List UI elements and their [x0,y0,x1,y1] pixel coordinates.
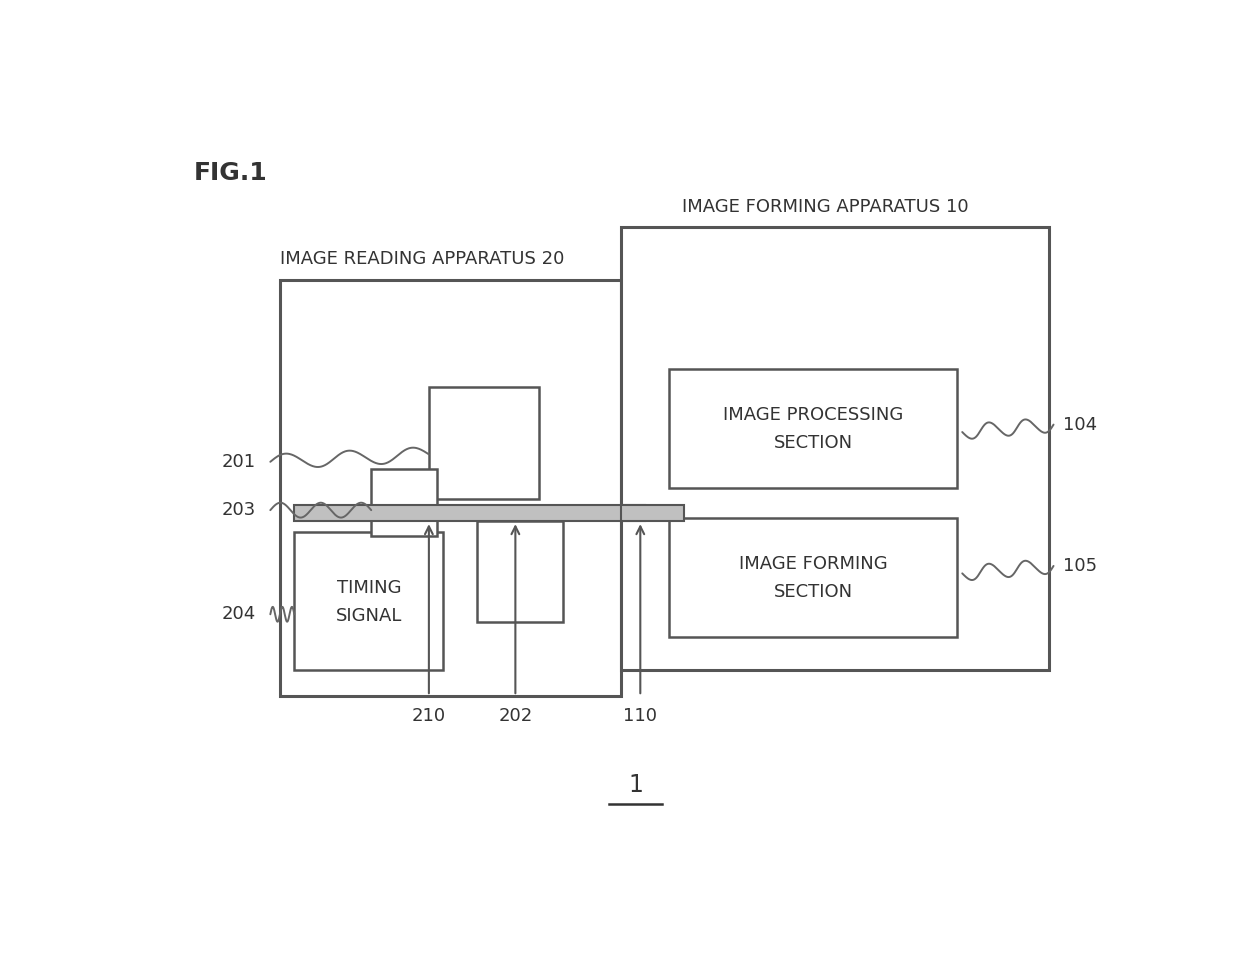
Bar [670,518,957,637]
Text: SECTION: SECTION [774,582,853,601]
Text: 104: 104 [1063,415,1097,434]
Bar [477,522,563,622]
Text: 210: 210 [412,707,446,725]
Text: IMAGE FORMING APPARATUS 10: IMAGE FORMING APPARATUS 10 [682,198,968,216]
Text: 201: 201 [222,453,255,470]
Text: 1: 1 [629,774,642,797]
Bar [294,532,444,670]
Bar [621,227,1049,670]
Bar [294,505,645,522]
Text: 110: 110 [624,707,657,725]
Bar [429,387,539,499]
Bar [621,505,683,522]
Bar [670,369,957,488]
Bar [280,279,621,696]
Text: SIGNAL: SIGNAL [336,608,402,625]
Text: IMAGE FORMING: IMAGE FORMING [739,554,888,573]
Text: SECTION: SECTION [774,434,853,452]
Text: 203: 203 [222,501,255,519]
Text: 204: 204 [222,606,255,623]
Text: 202: 202 [498,707,532,725]
Text: FIG.1: FIG.1 [193,160,267,185]
Text: IMAGE READING APPARATUS 20: IMAGE READING APPARATUS 20 [280,250,564,269]
Text: IMAGE PROCESSING: IMAGE PROCESSING [723,406,904,424]
Text: 105: 105 [1063,557,1097,575]
Bar [371,469,436,536]
Text: TIMING: TIMING [336,579,401,597]
